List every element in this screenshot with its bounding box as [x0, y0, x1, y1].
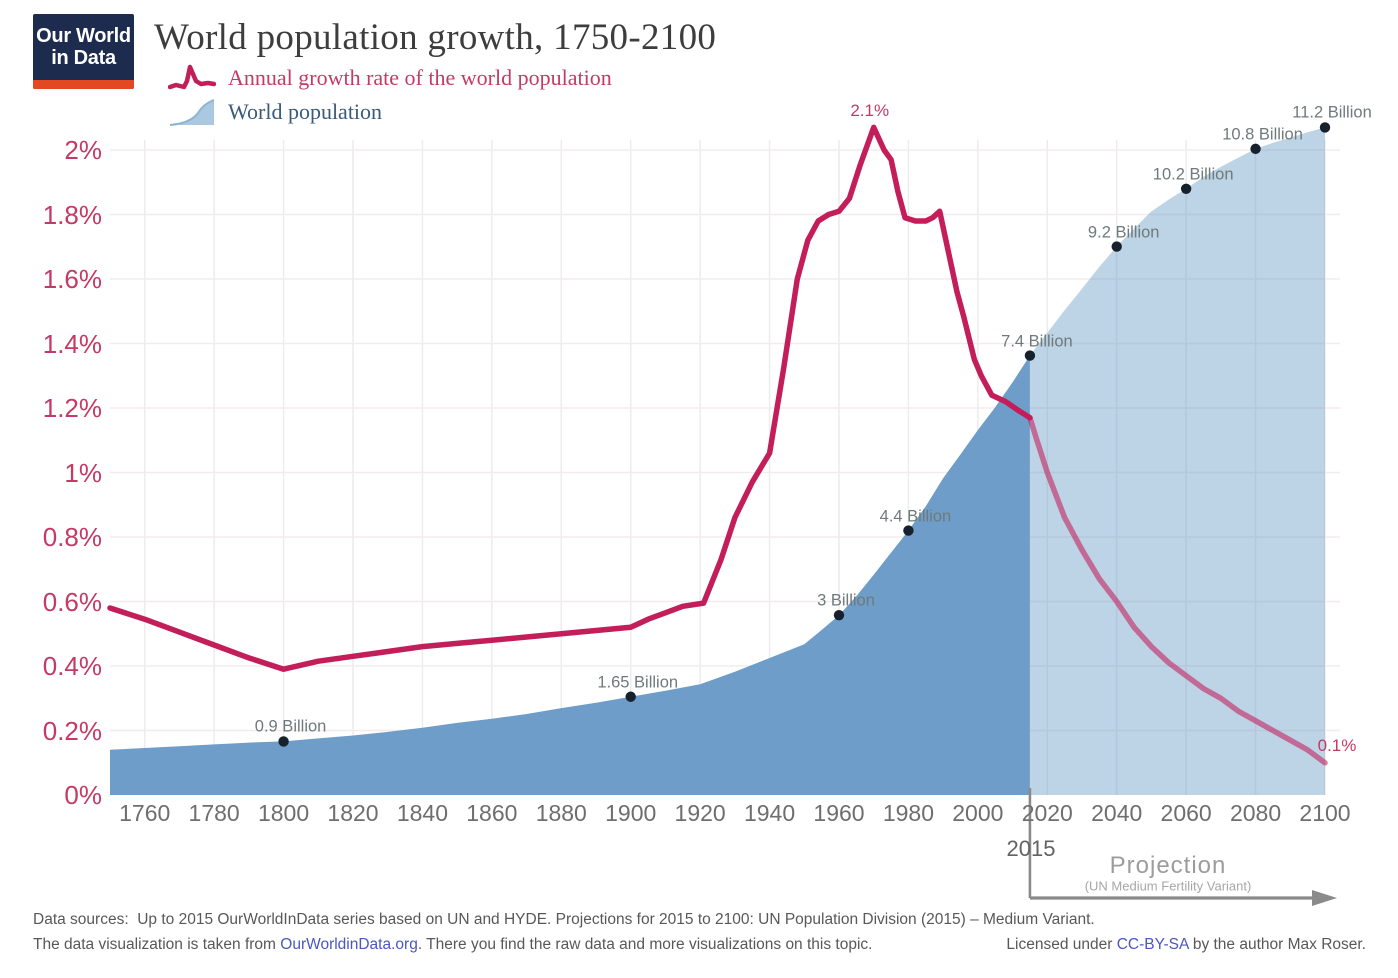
- projection-start-year-label: 2015: [1006, 836, 1056, 861]
- population-data-point-dot: [278, 736, 289, 747]
- population-data-point-dot: [1111, 241, 1122, 252]
- footer-attribution: The data visualization is taken from Our…: [33, 936, 872, 954]
- population-area-icon: [169, 99, 215, 126]
- projection-arrow-head-icon: [1312, 890, 1337, 906]
- population-data-point-dot: [1024, 350, 1036, 361]
- footer-attribution-post: . There you find the raw data and more v…: [417, 936, 873, 953]
- growth-rate-line-icon: [168, 64, 216, 90]
- population-area-historical: [110, 355, 1030, 795]
- license-link[interactable]: CC-BY-SA: [1116, 936, 1189, 953]
- growth-rate-line-historical: [107, 124, 1033, 672]
- legend-label-population: World population: [228, 99, 383, 124]
- footer-license-pre: Licensed under: [1006, 936, 1117, 953]
- population-data-point-dot: [625, 691, 636, 702]
- footer-attribution-pre: The data visualization is taken from: [33, 936, 281, 953]
- footer-license: Licensed under CC-BY-SA by the author Ma…: [1006, 936, 1366, 954]
- footer-license-post: by the author Max Roser.: [1188, 936, 1366, 953]
- population-area-projection: [1029, 127, 1325, 795]
- population-data-point-dot: [1180, 183, 1192, 194]
- population-data-point-dot: [1319, 122, 1331, 133]
- page-title: World population growth, 1750-2100: [154, 17, 717, 58]
- population-data-point-dot: [833, 609, 845, 621]
- growth-rate-line-projection: [1027, 414, 1328, 766]
- owid-logo: Our World in Data: [33, 14, 134, 89]
- owid-logo-line2: in Data: [51, 47, 116, 69]
- population-data-point-dot: [903, 525, 914, 536]
- owid-link[interactable]: OurWorldinData.org: [280, 936, 418, 953]
- legend-item-growth-rate: Annual growth rate of the world populati…: [168, 61, 612, 95]
- legend-item-population: World population: [168, 95, 382, 129]
- owid-logo-line1: Our World: [36, 25, 131, 47]
- footer-data-sources: Data sources: Up to 2015 OurWorldInData …: [33, 911, 1095, 928]
- legend-label-growth-rate: Annual growth rate of the world populati…: [228, 65, 612, 90]
- projection-sublabel: (UN Medium Fertility Variant): [1084, 878, 1252, 894]
- population-data-point-dot: [1250, 143, 1261, 155]
- owid-logo-accent-bar: [33, 80, 134, 89]
- projection-label: Projection: [1109, 852, 1227, 879]
